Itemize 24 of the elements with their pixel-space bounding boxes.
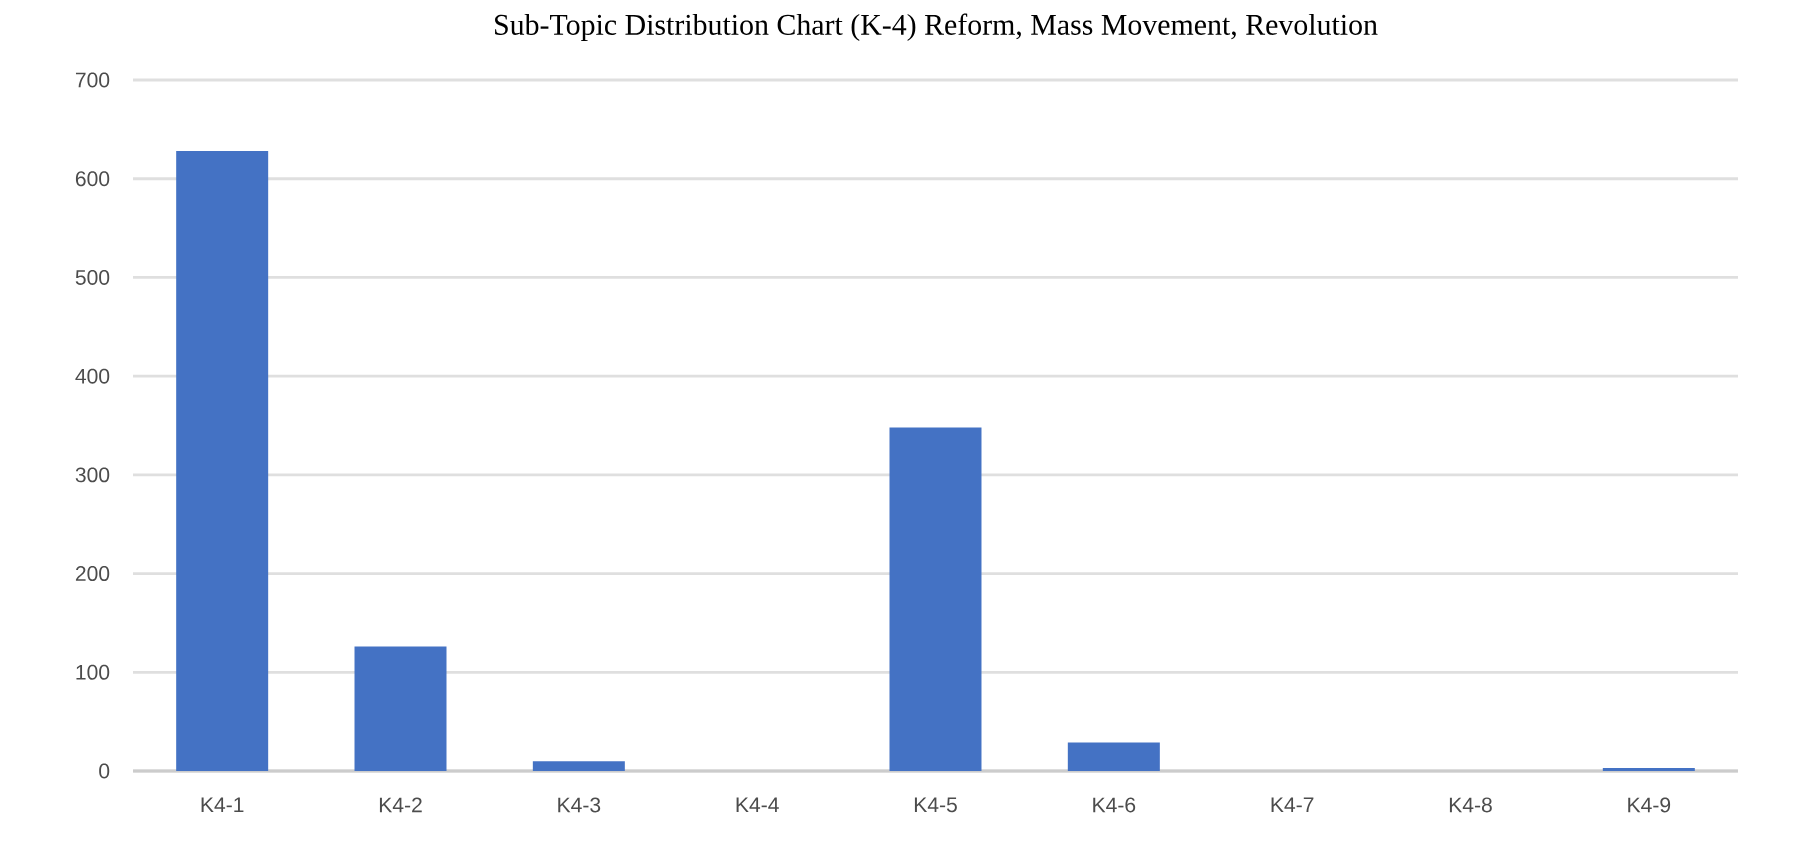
- bar: [176, 151, 269, 771]
- y-tick-label: 400: [75, 368, 110, 384]
- bar: [1067, 742, 1160, 771]
- x-tick-label: K4-6: [1093, 797, 1136, 813]
- bar: [1602, 768, 1695, 771]
- y-tick-label: 700: [75, 72, 110, 88]
- y-tick-label: 300: [75, 467, 110, 483]
- x-tick-label: K4-5: [914, 797, 957, 813]
- chart-title: Sub-Topic Distribution Chart (K-4) Reform, Mass Movement, Revolution: [495, 13, 1378, 41]
- x-tick-label: K4-9: [1628, 797, 1671, 813]
- x-tick-label: K4-7: [1271, 797, 1314, 812]
- x-tick-label: K4-2: [379, 797, 422, 813]
- y-tick-label: 200: [75, 566, 110, 582]
- y-tick-label: 500: [75, 269, 110, 285]
- x-tick-label: K4-4: [736, 797, 779, 812]
- x-tick-label: K4-1: [201, 797, 244, 812]
- y-tick-label: 100: [76, 664, 110, 680]
- bar: [889, 427, 982, 771]
- y-tick-label: 0: [99, 763, 110, 779]
- bar: [532, 761, 625, 771]
- x-tick-label: K4-3: [558, 797, 601, 813]
- bar: [354, 646, 447, 771]
- y-tick-label: 600: [75, 171, 110, 187]
- x-tick-label: K4-8: [1449, 797, 1492, 813]
